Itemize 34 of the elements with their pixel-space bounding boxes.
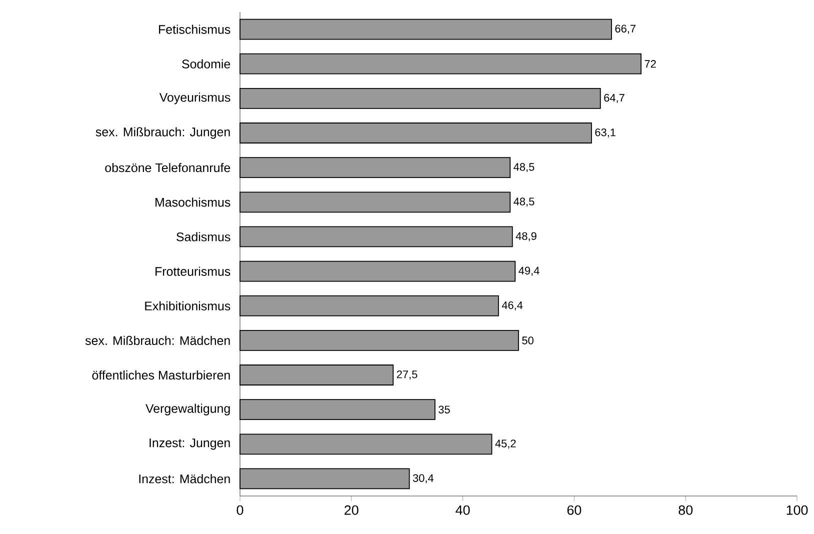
x-tick-label: 20 (344, 505, 358, 515)
y-tick-label: öffentliches Masturbieren (92, 370, 230, 380)
y-tick-label: Voyeurismus (159, 92, 230, 104)
x-tick-label: 60 (567, 505, 582, 515)
y-tick-label: Fetischismus (159, 24, 230, 34)
data-label: 46,4 (502, 301, 523, 310)
data-label: 35 (438, 406, 450, 414)
y-tick-label: sex. Mißbrauch: Mädchen (85, 336, 230, 346)
data-label: 63,1 (595, 128, 616, 138)
data-label: 50 (522, 336, 534, 344)
y-tick-label: Vergewaltigung (146, 404, 230, 416)
data-label: 64,7 (604, 94, 624, 103)
y-tick-label: Exhibitionismus (145, 301, 230, 310)
data-label: 30,4 (412, 474, 434, 484)
data-label: 49,4 (518, 266, 540, 276)
data-label: 27,5 (396, 370, 418, 380)
x-tick-label: 0 (236, 505, 244, 515)
x-tick-label: 80 (678, 505, 693, 515)
data-label: 48,5 (514, 198, 534, 207)
data-label: 48,9 (516, 232, 536, 242)
x-tick-label: 100 (786, 505, 808, 515)
data-label: 48,5 (514, 163, 534, 172)
y-tick-label: Inzest: Jungen (150, 438, 230, 450)
y-tick-label: Sadismus (176, 232, 230, 242)
y-tick-label: Frotteurismus (156, 266, 230, 276)
data-label: 45,2 (495, 440, 516, 449)
y-tick-label: obszöne Telefonanrufe (105, 162, 230, 172)
data-label: 72 (644, 60, 656, 68)
y-tick-label: sex. Mißbrauch: Jungen (96, 127, 230, 139)
y-tick-label: Inzest: Mädchen (139, 474, 230, 484)
data-label: 66,7 (615, 24, 636, 34)
y-tick-label: Masochismus (156, 198, 230, 207)
y-tick-label: Sodomie (182, 59, 230, 68)
x-tick-label: 40 (456, 505, 470, 515)
